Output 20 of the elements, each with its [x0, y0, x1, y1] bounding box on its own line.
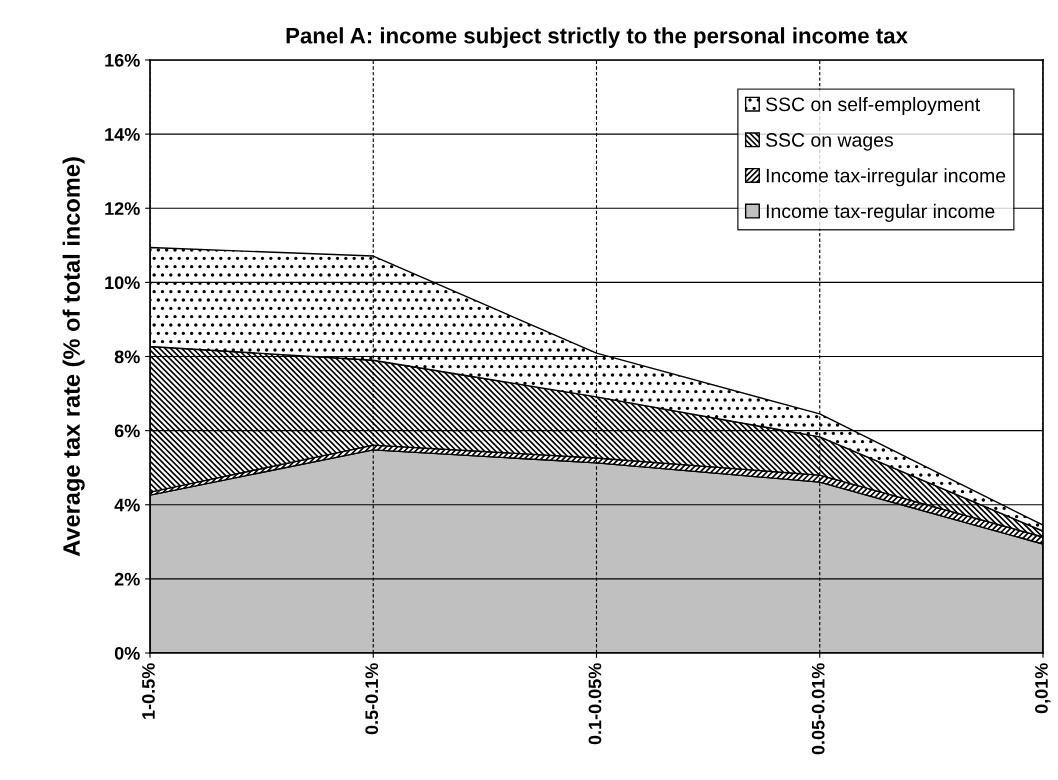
y-tick-label: 12%	[105, 202, 140, 215]
y-tick-label: 10%	[105, 276, 140, 290]
x-tick-label: 0.05-0.01%	[811, 663, 825, 755]
x-tick-label: 0.1-0.05%	[588, 663, 602, 745]
y-tick-label: 14%	[105, 128, 140, 141]
x-tick-label: 1-0.5%	[142, 663, 155, 719]
x-tick-label: 0.5-0.1%	[365, 663, 379, 735]
y-tick-label: 4%	[114, 498, 140, 512]
legend-label: SSC on self-employment	[765, 96, 980, 116]
y-tick-label: 8%	[114, 350, 140, 364]
y-tick-label: 0%	[114, 646, 140, 660]
y-tick-label: 6%	[114, 424, 140, 438]
legend-label: Income tax-regular income	[766, 203, 995, 222]
y-tick-label: 2%	[114, 572, 140, 586]
y-axis-title: Average tax rate (% of total income)	[62, 157, 85, 557]
legend-label: Income tax-irregular income	[766, 168, 1006, 187]
y-tick-label: 16%	[105, 53, 140, 67]
x-tick-label: 0,01%	[1035, 663, 1051, 714]
legend-label: SSC on wages	[765, 133, 894, 151]
chart-title: Panel A: income subject strictly to the personal income tax	[286, 27, 908, 48]
